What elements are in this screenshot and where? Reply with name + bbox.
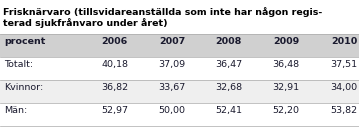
Text: 2007: 2007 <box>159 37 185 46</box>
Text: 53,82: 53,82 <box>330 106 357 115</box>
Text: 37,09: 37,09 <box>158 60 185 69</box>
Text: Totalt:: Totalt: <box>4 60 33 69</box>
Text: 2009: 2009 <box>273 37 299 46</box>
Text: 2010: 2010 <box>331 37 357 46</box>
Text: 52,41: 52,41 <box>215 106 242 115</box>
Bar <box>0 34 359 57</box>
Text: 52,20: 52,20 <box>272 106 299 115</box>
Text: 52,97: 52,97 <box>101 106 128 115</box>
Bar <box>0 57 359 80</box>
Text: Män:: Män: <box>4 106 27 115</box>
Text: 36,82: 36,82 <box>101 83 128 92</box>
Text: 32,91: 32,91 <box>272 83 299 92</box>
Text: 2006: 2006 <box>102 37 128 46</box>
Text: 36,48: 36,48 <box>272 60 299 69</box>
Text: 37,51: 37,51 <box>330 60 357 69</box>
Text: procent: procent <box>4 37 45 46</box>
Text: 36,47: 36,47 <box>215 60 242 69</box>
Text: 33,67: 33,67 <box>158 83 185 92</box>
Text: 50,00: 50,00 <box>158 106 185 115</box>
Text: terad sjukfrånvaro under året): terad sjukfrånvaro under året) <box>3 18 168 28</box>
Text: Frisknärvaro (tillsvidareanställda som inte har någon regis-: Frisknärvaro (tillsvidareanställda som i… <box>3 7 322 17</box>
Text: 34,00: 34,00 <box>330 83 357 92</box>
Text: 40,18: 40,18 <box>101 60 128 69</box>
Text: Kvinnor:: Kvinnor: <box>4 83 43 92</box>
Bar <box>0 103 359 126</box>
Text: 32,68: 32,68 <box>215 83 242 92</box>
Bar <box>0 80 359 103</box>
Text: 2008: 2008 <box>216 37 242 46</box>
